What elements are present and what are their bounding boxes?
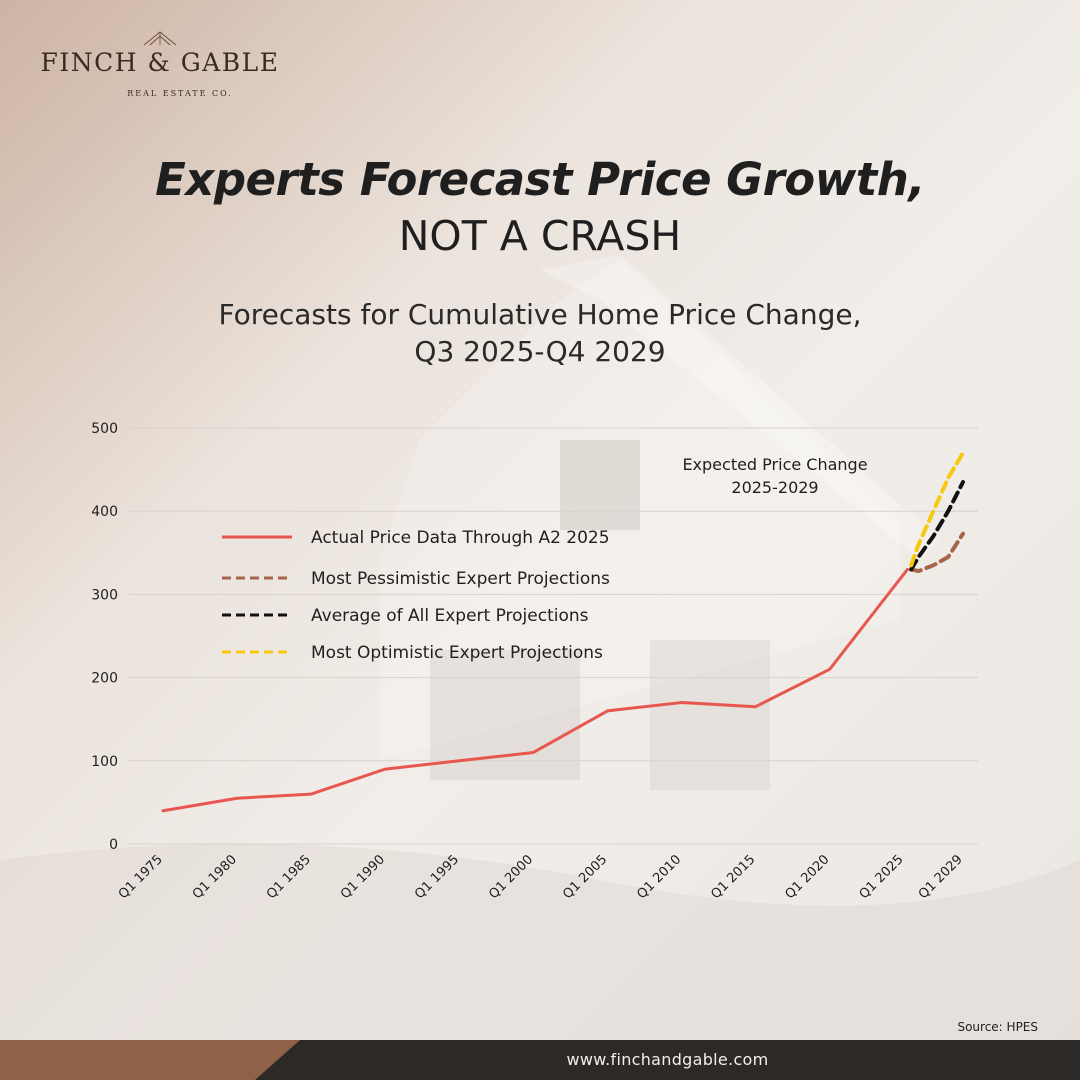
series-line-3 <box>909 450 965 568</box>
chart-legend: Actual Price Data Through A2 2025 Most Pe… <box>222 528 610 663</box>
x-tick-label: Q1 2020 <box>782 852 832 902</box>
x-tick-label: Q1 2005 <box>560 852 610 902</box>
headline: Experts Forecast Price Growth, NOT A CRA… <box>0 150 1080 262</box>
y-tick-label: 400 <box>91 504 118 520</box>
chart-grid <box>128 427 978 845</box>
brand-tagline: REAL ESTATE CO. <box>127 89 233 98</box>
headline-bold: Experts Forecast Price Growth, <box>155 153 925 206</box>
x-tick-label: Q1 1980 <box>190 852 240 902</box>
y-tick-label: 0 <box>109 837 118 853</box>
chart-subtitle: Forecasts for Cumulative Home Price Chan… <box>0 296 1080 370</box>
x-tick-label: Q1 2025 <box>857 852 907 902</box>
annotation-line-1: Expected Price Change <box>682 455 867 474</box>
x-tick-label: Q1 2015 <box>708 852 758 902</box>
legend-label-1: Most Pessimistic Expert Projections <box>311 569 610 589</box>
x-tick-label: Q1 2010 <box>634 852 684 902</box>
brand-logo: FINCH & GABLE REAL ESTATE CO. <box>40 30 280 98</box>
x-tick-label: Q1 2000 <box>486 852 536 902</box>
chart-series <box>161 450 965 813</box>
x-tick-label: Q1 1975 <box>116 852 166 902</box>
brand-name: FINCH & GABLE <box>40 48 280 77</box>
legend-label-2: Average of All Expert Projections <box>311 606 589 626</box>
series-line-0 <box>161 567 909 813</box>
roof-logo-icon <box>143 31 177 46</box>
x-tick-label: Q1 1990 <box>338 852 388 902</box>
annotation-line-2: 2025-2029 <box>731 478 818 497</box>
y-tick-label: 100 <box>91 754 118 770</box>
y-tick-label: 300 <box>91 587 118 603</box>
subtitle-line-1: Forecasts for Cumulative Home Price Chan… <box>218 298 862 331</box>
footer-dark-band <box>255 1040 1080 1080</box>
y-axis-ticks: 0 100 200 300 400 500 <box>91 421 118 853</box>
series-line-1 <box>909 531 965 574</box>
series-line-2 <box>909 480 965 572</box>
legend-label-3: Most Optimistic Expert Projections <box>311 643 603 663</box>
footer-accent <box>0 1040 300 1080</box>
headline-light: NOT A CRASH <box>398 212 682 260</box>
x-axis-ticks: Q1 1975 Q1 1980 Q1 1985 Q1 1990 Q1 1995 Q1 20… <box>116 852 966 902</box>
website-link[interactable]: www.finchandgable.com <box>566 1050 769 1069</box>
subtitle-line-2: Q3 2025-Q4 2029 <box>414 335 666 368</box>
source-note: Source: HPES <box>957 1020 1038 1034</box>
y-tick-label: 500 <box>91 421 118 437</box>
x-tick-label: Q1 1995 <box>412 852 462 902</box>
footer-bar: www.finchandgable.com <box>0 1040 1080 1080</box>
y-tick-label: 200 <box>91 671 118 687</box>
x-tick-label: Q1 1985 <box>264 852 314 902</box>
legend-label-0: Actual Price Data Through A2 2025 <box>311 528 610 548</box>
x-tick-label: Q1 2029 <box>916 852 966 902</box>
